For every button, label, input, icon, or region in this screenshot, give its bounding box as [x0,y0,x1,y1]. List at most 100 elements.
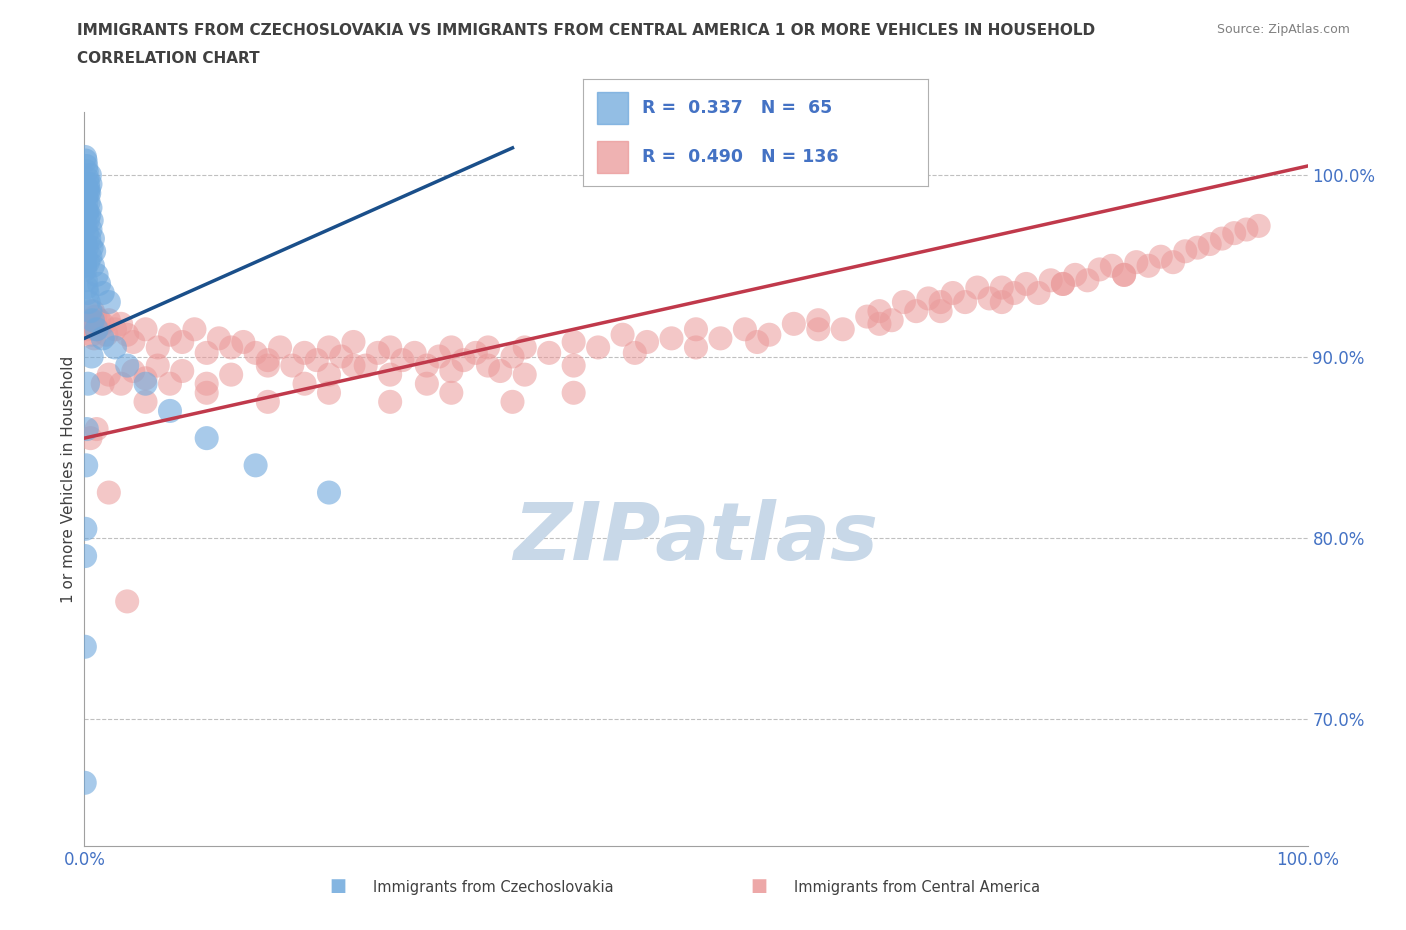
Point [281,358,304,373]
Point [84,309,107,324]
Point [86,421,108,436]
Point [76,171,98,186]
Point [91,316,114,331]
Point [79,222,101,237]
Point [76,204,98,219]
Point [110,377,132,392]
Point [159,404,181,418]
Point [966,280,988,295]
Point [391,352,413,367]
Point [195,385,218,400]
Point [76,226,98,241]
Point [440,385,463,400]
Point [513,340,536,355]
Point [880,312,903,327]
Point [91,331,114,346]
Point [87,276,110,291]
Point [991,295,1014,310]
Point [77,195,100,210]
Text: CORRELATION CHART: CORRELATION CHART [77,51,260,66]
Point [80,240,103,255]
Point [75,159,97,174]
Point [1198,236,1220,251]
Point [747,335,769,350]
Point [232,335,254,350]
Point [464,345,486,360]
Point [318,485,340,500]
Point [77,316,100,331]
Point [831,322,853,337]
Bar [598,92,628,124]
Point [77,207,100,222]
Point [1114,268,1136,283]
Point [146,358,169,373]
Point [97,295,120,310]
Point [502,349,524,364]
Point [73,186,96,201]
Point [929,295,952,310]
Point [734,322,756,337]
Point [636,335,658,350]
Point [905,304,928,319]
Point [96,327,118,342]
Point [1052,276,1074,291]
Point [562,385,585,400]
Point [1064,268,1087,283]
Point [135,377,157,392]
Point [83,244,105,259]
Point [245,458,267,472]
Point [661,331,683,346]
Point [77,232,100,246]
Point [79,200,101,215]
Point [75,458,97,472]
Point [75,262,97,277]
Point [77,186,100,201]
Point [79,249,101,264]
Point [115,358,138,373]
Point [97,485,120,500]
Point [219,340,242,355]
Point [709,331,731,346]
Point [807,312,830,327]
Point [86,268,108,283]
Point [79,177,101,192]
Point [135,371,157,386]
Point [79,312,101,327]
Point [758,327,780,342]
Point [82,232,104,246]
Point [77,377,100,392]
Point [440,364,463,379]
Point [73,259,96,273]
Point [73,639,96,654]
Point [1161,255,1184,270]
Point [80,213,103,228]
Point [477,358,499,373]
Point [91,377,114,392]
Point [477,340,499,355]
Point [73,776,96,790]
Point [75,204,97,219]
Point [502,394,524,409]
Point [380,367,402,382]
Point [257,394,280,409]
Point [104,340,127,355]
Point [380,394,402,409]
Point [73,207,96,222]
Point [1015,276,1038,291]
Point [1137,259,1160,273]
Point [1101,259,1123,273]
Text: Source: ZipAtlas.com: Source: ZipAtlas.com [1216,23,1350,36]
Text: Immigrants from Czechoslovakia: Immigrants from Czechoslovakia [373,880,613,895]
Point [104,322,127,337]
Point [856,309,879,324]
Point [342,358,364,373]
Point [330,349,353,364]
Point [79,167,101,182]
Point [1187,240,1209,255]
Point [427,349,450,364]
Point [342,335,364,350]
Point [929,304,952,319]
Point [612,327,634,342]
Point [77,182,100,197]
Point [86,322,108,337]
